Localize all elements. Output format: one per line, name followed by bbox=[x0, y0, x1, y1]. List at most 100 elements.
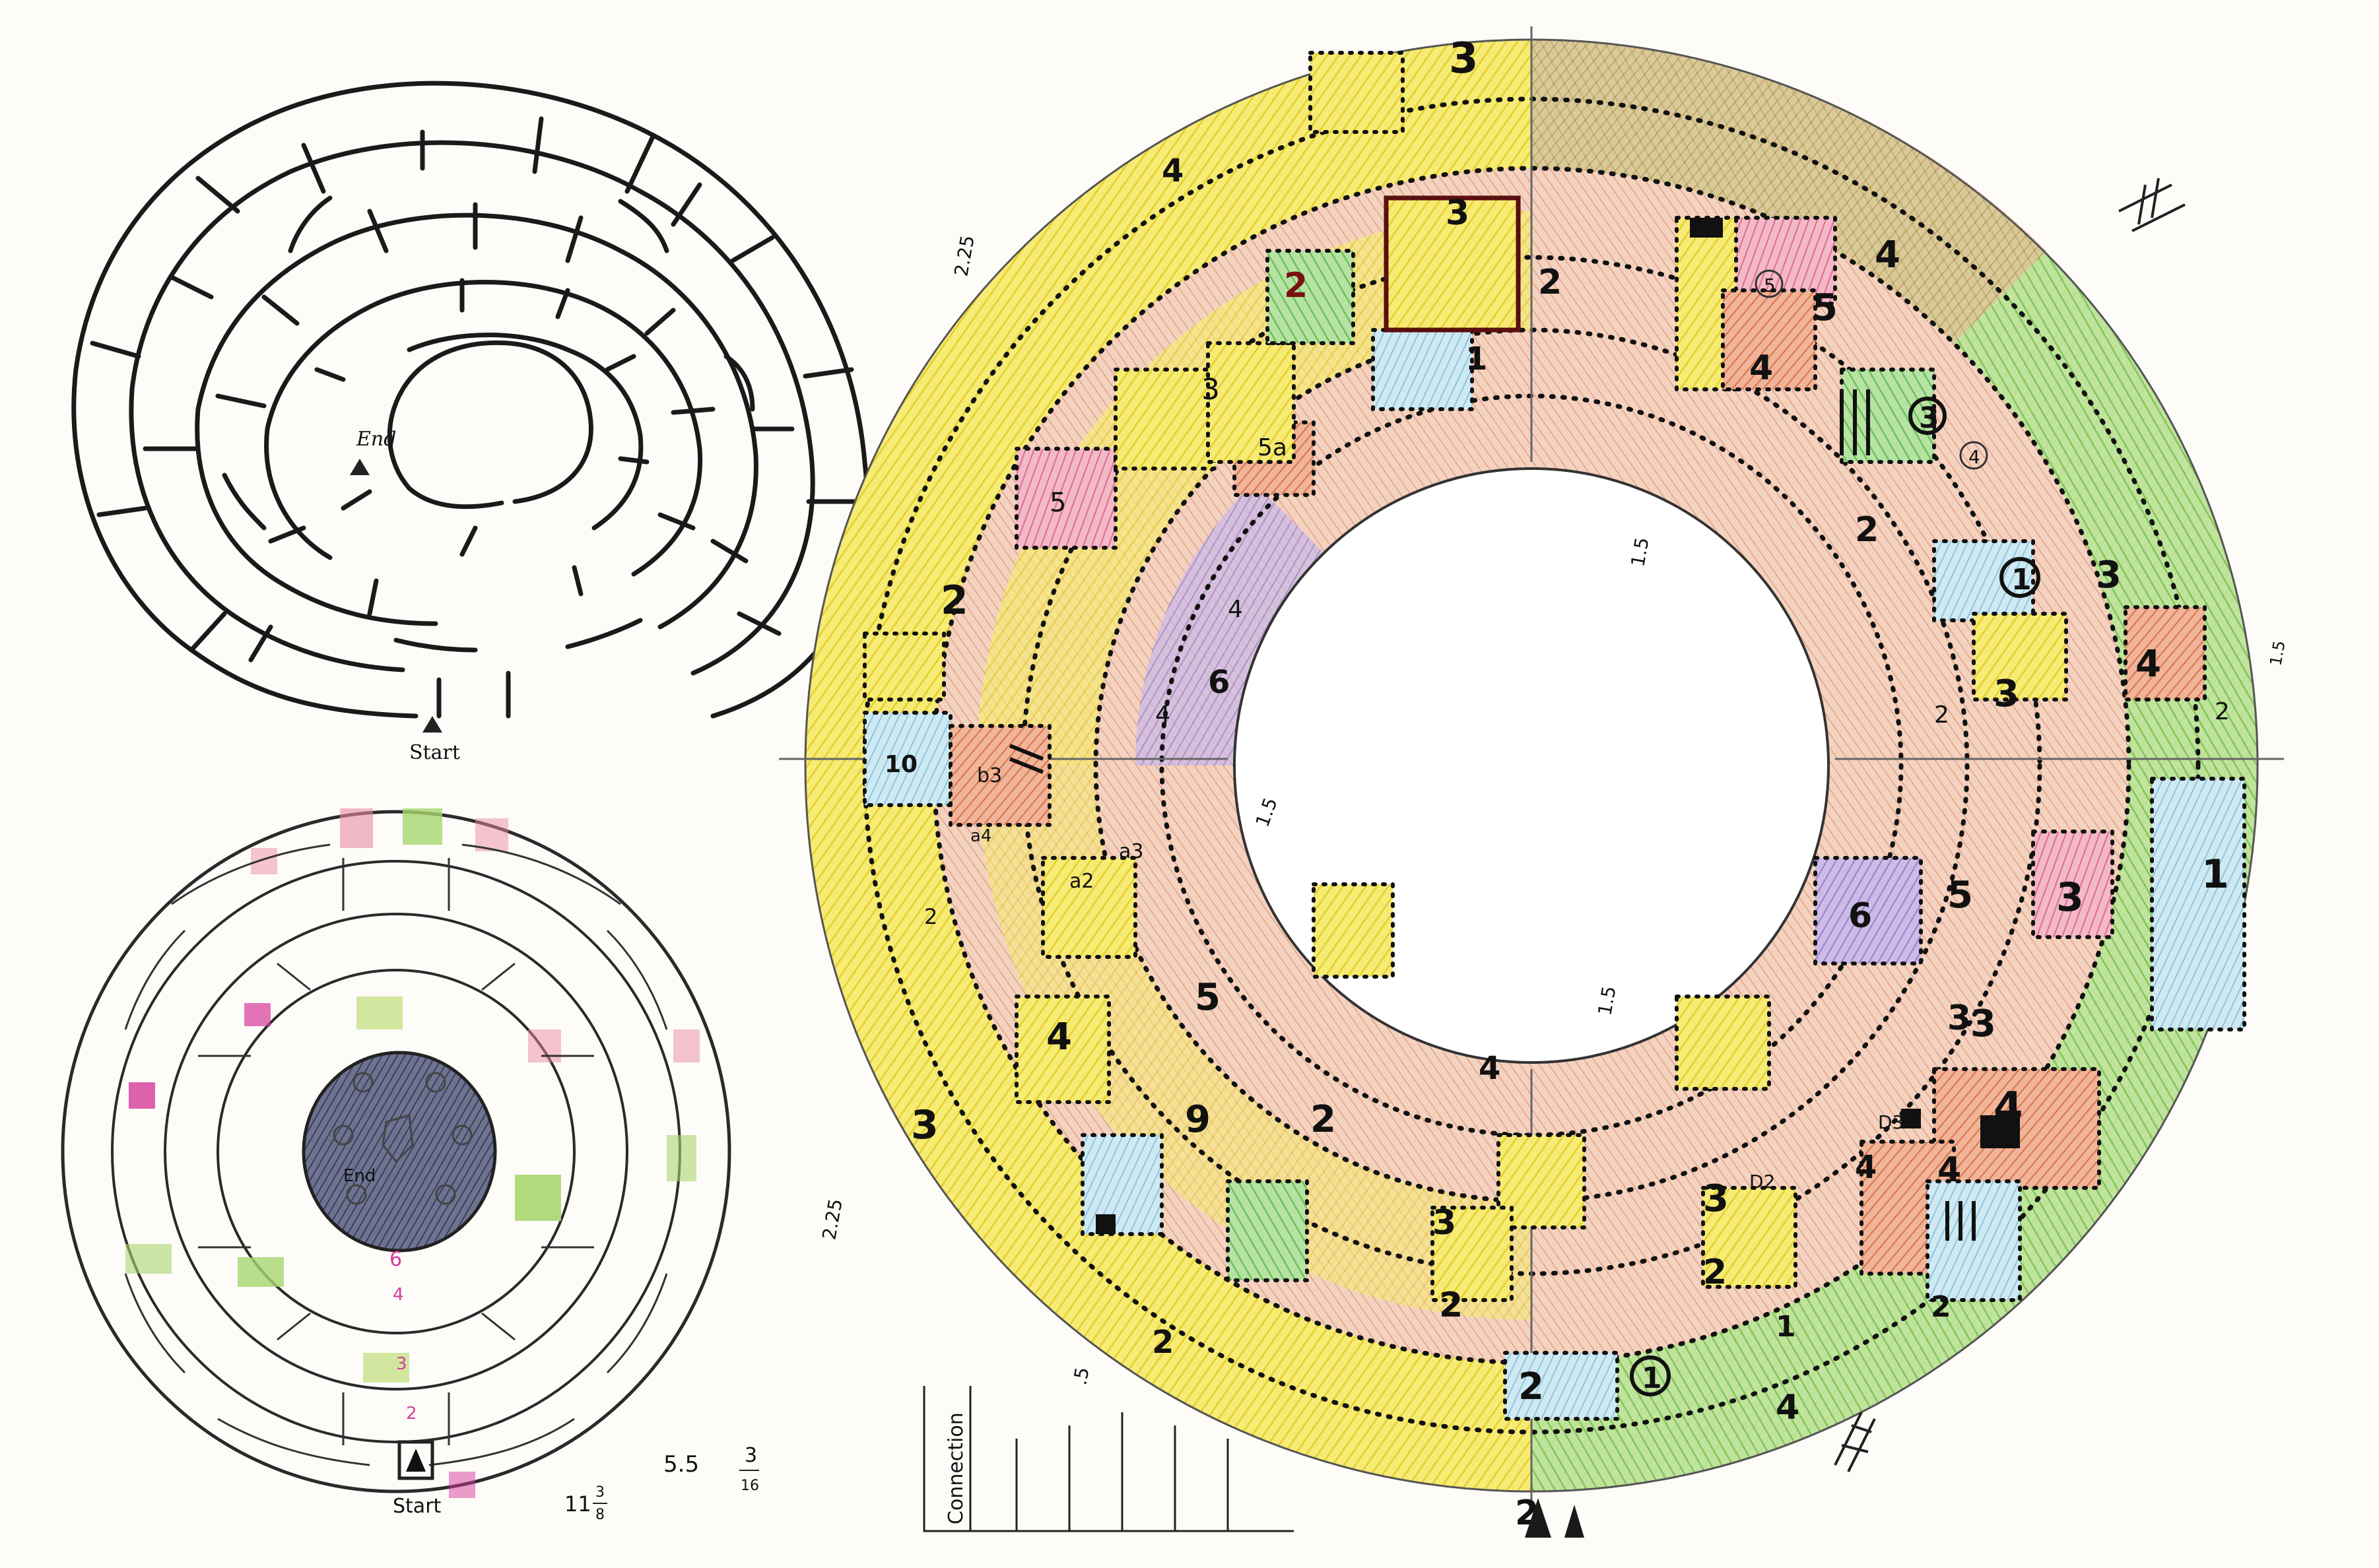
pink-mark: 4 bbox=[393, 1285, 404, 1305]
cell-number: 3 bbox=[1446, 193, 1469, 233]
cell-number: 1 bbox=[2201, 851, 2229, 898]
top-maze-ring-3 bbox=[195, 212, 758, 630]
side-note: 16 bbox=[741, 1478, 759, 1494]
cell-number: 3 bbox=[1994, 672, 2019, 715]
pink-mark: 3 bbox=[396, 1354, 407, 1374]
top-maze-end-label: End bbox=[356, 428, 396, 451]
cell-number: 6 bbox=[1848, 896, 1872, 936]
cell-number: 3 bbox=[1449, 34, 1479, 83]
end-arrow-icon bbox=[350, 459, 370, 475]
bottom-maze-end-label: End bbox=[343, 1166, 376, 1186]
cell-number: 3 bbox=[911, 1102, 939, 1148]
circled-number: 3 bbox=[1919, 401, 1939, 435]
side-note: 5.5 bbox=[663, 1451, 699, 1478]
circled-number: 1 bbox=[2011, 563, 2032, 597]
top-maze-outer-wall bbox=[71, 81, 869, 719]
cell-tag: 10 bbox=[885, 751, 918, 778]
bottom-maze bbox=[61, 808, 731, 1498]
cell-number: 1 bbox=[1776, 1310, 1796, 1344]
cell-tag: D2 bbox=[1749, 1171, 1775, 1192]
cell-number: 4 bbox=[1749, 348, 1773, 388]
top-maze-ring-4 bbox=[264, 280, 703, 577]
cell-number: 1 bbox=[1970, 465, 1971, 466]
start-arrow-icon bbox=[422, 716, 442, 733]
cell-number: 5 bbox=[1812, 286, 1838, 329]
cell-number: 2 bbox=[1284, 266, 1308, 306]
bottom-maze-center bbox=[302, 1051, 497, 1253]
cell-number: 3 bbox=[1201, 373, 1220, 407]
cell-number: 4 bbox=[1155, 702, 1170, 729]
cell-number: 3 bbox=[1152, 181, 1153, 182]
cell-tag: 5a bbox=[1257, 434, 1287, 461]
small-cell-labels: a3 a4 a2 b3 D2 D3 56 5a 10 bbox=[885, 434, 1904, 1192]
top-maze-ring-2 bbox=[129, 140, 815, 676]
cell-number: 3 bbox=[1198, 382, 1199, 383]
top-maze bbox=[71, 81, 869, 719]
cell-number: 2 bbox=[1518, 1365, 1544, 1408]
cell-number: 4 bbox=[1776, 1388, 1799, 1427]
scale-note: 2.25 bbox=[950, 234, 978, 278]
side-note: 11 bbox=[564, 1491, 591, 1517]
circled-number: 5 bbox=[1764, 275, 1776, 296]
cell-number: 2 bbox=[1855, 510, 1879, 550]
cell-tag: D3 bbox=[1878, 1111, 1904, 1133]
cell-number: 2 bbox=[1310, 1098, 1336, 1141]
cell-number: 2 bbox=[924, 904, 937, 929]
pink-mark: 6 bbox=[389, 1248, 402, 1271]
side-note: 3 bbox=[595, 1484, 605, 1501]
bottom-maze-start-label: Start bbox=[393, 1495, 442, 1518]
circled-number: 1 bbox=[1642, 1361, 1662, 1395]
cell-number: 2 bbox=[1931, 1290, 1951, 1324]
scale-note: 1.5 bbox=[1593, 985, 1620, 1018]
cell-number: 2 bbox=[941, 577, 968, 624]
ladder-icon bbox=[1834, 178, 2186, 1472]
start-tree-icon bbox=[406, 1449, 426, 1472]
top-maze-start-label: Start bbox=[409, 741, 460, 764]
cell-number: 4 bbox=[1994, 1084, 2023, 1132]
tree-icon bbox=[1525, 1498, 1584, 1538]
cell-number: 2 bbox=[1934, 702, 1949, 729]
cell-number: 3 bbox=[1703, 1177, 1729, 1220]
cell-number: 2 bbox=[1703, 1253, 1727, 1292]
scale-note: 1.5 bbox=[2266, 639, 2289, 667]
scale-note: .5 bbox=[1069, 1365, 1093, 1387]
cell-tag: a3 bbox=[1119, 840, 1143, 863]
cell-number: 1 bbox=[1465, 341, 1487, 377]
cell-number: 3 bbox=[1970, 1002, 1996, 1045]
cell-number: 5 bbox=[1947, 874, 1973, 917]
cell-number: 3 bbox=[1432, 1203, 1456, 1243]
scale-note: 2.25 bbox=[818, 1197, 846, 1241]
side-note: 3 bbox=[745, 1444, 757, 1467]
cell-number: 4 bbox=[1228, 596, 1243, 623]
highlighted-cell bbox=[1384, 195, 1521, 333]
top-maze-center bbox=[387, 340, 593, 509]
connection-label: Connection bbox=[945, 1412, 968, 1524]
top-maze-ring-5 bbox=[407, 333, 644, 531]
cell-number: 3 bbox=[1947, 998, 1971, 1038]
pink-mark: 2 bbox=[406, 1404, 417, 1423]
cell-number: 5 bbox=[1195, 976, 1221, 1019]
cell-number: 4 bbox=[2135, 643, 2161, 686]
cell-number: 9 bbox=[1185, 1098, 1211, 1141]
cell-number: 2 bbox=[1538, 263, 1562, 302]
cell-tag: 56 bbox=[1030, 507, 1031, 509]
cell-number: 3 bbox=[1703, 1214, 1704, 1215]
circled-numbers: 3 1 1 5 4 bbox=[1630, 269, 2040, 1396]
cell-number: 4 bbox=[1855, 1149, 1877, 1186]
side-note: 8 bbox=[595, 1507, 605, 1523]
circled-number: 4 bbox=[1968, 446, 1980, 468]
cell-number: 2 bbox=[1152, 1324, 1174, 1361]
game-board bbox=[779, 26, 2284, 1511]
connection-ruler bbox=[923, 1386, 1294, 1532]
cell-number: 3 bbox=[2056, 874, 2084, 921]
cell-number: 4 bbox=[1162, 152, 1184, 189]
cell-number: 4 bbox=[1046, 1016, 1072, 1059]
scale-note: 1.5 bbox=[1611, 1273, 1612, 1274]
cell-number: 2 bbox=[2215, 698, 2230, 725]
board-middle-numbers: 3 2 5 6 2 4 3 5 4 5 3 3 6 5 3 3 2 4 2 2 bbox=[1050, 193, 2019, 1533]
cell-number: 3 bbox=[2096, 554, 2122, 597]
cell-tag: a2 bbox=[1069, 870, 1094, 893]
cell-number: 2 bbox=[1439, 1286, 1463, 1325]
board-outer-numbers: 3 4 2 3 4 2 1 4 5 3 4 3 2 2 1 2 3 4 3 bbox=[911, 34, 2230, 1408]
scale-note: 2.5 bbox=[2142, 917, 2143, 918]
